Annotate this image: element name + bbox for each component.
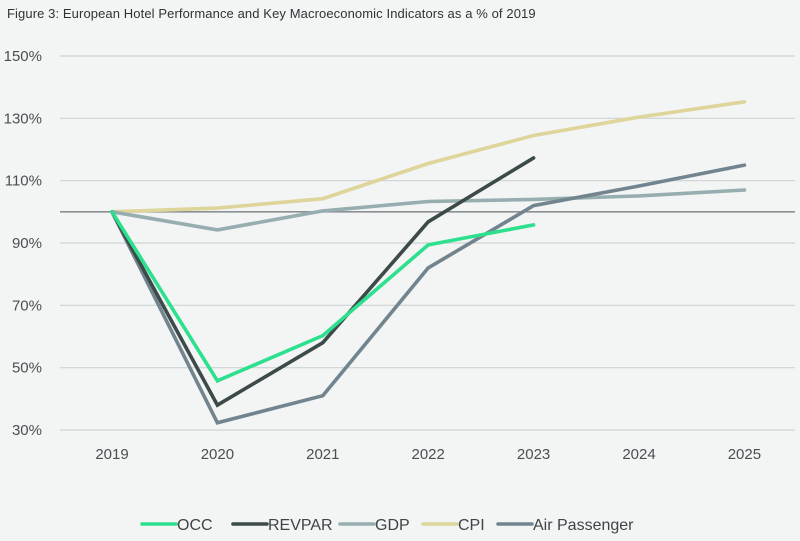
legend-item-revpar[interactable]: REVPAR — [231, 517, 333, 534]
x-tick-label: 2021 — [306, 446, 339, 463]
y-tick-label: 50% — [12, 360, 42, 377]
y-tick-label: 150% — [4, 48, 42, 65]
legend-label: OCC — [177, 517, 213, 534]
legend-label: REVPAR — [268, 517, 333, 534]
series-line-occ — [110, 210, 536, 384]
y-tick-label: 130% — [4, 110, 42, 127]
y-tick-label: 90% — [12, 235, 42, 252]
x-tick-label: 2019 — [95, 446, 128, 463]
legend-label: Air Passenger — [533, 517, 634, 534]
x-axis-ticks: 2019 2020 2021 2022 2023 2024 2025 — [95, 446, 761, 463]
x-tick-label: 2023 — [517, 446, 550, 463]
legend-label: GDP — [375, 517, 410, 534]
y-axis-ticks: 30% 50% 70% 90% 110% 130% 150% — [4, 48, 42, 439]
legend-item-cpi[interactable]: CPI — [421, 517, 485, 534]
gridlines — [60, 55, 795, 431]
y-tick-label: 30% — [12, 422, 42, 439]
legend-item-air-passenger[interactable]: Air Passenger — [496, 517, 634, 534]
series-lines — [110, 100, 747, 425]
legend-item-gdp[interactable]: GDP — [338, 517, 410, 534]
legend-item-occ[interactable]: OCC — [140, 517, 213, 534]
chart-title: Figure 3: European Hotel Performance and… — [7, 6, 536, 21]
x-tick-label: 2024 — [622, 446, 655, 463]
x-tick-label: 2022 — [412, 446, 445, 463]
y-tick-label: 110% — [5, 173, 42, 190]
x-tick-label: 2020 — [201, 446, 234, 463]
y-tick-label: 70% — [12, 297, 42, 314]
legend-label: CPI — [458, 517, 485, 534]
x-tick-label: 2025 — [728, 446, 761, 463]
legend: OCC REVPAR GDP CPI Air Passenger — [140, 517, 634, 534]
